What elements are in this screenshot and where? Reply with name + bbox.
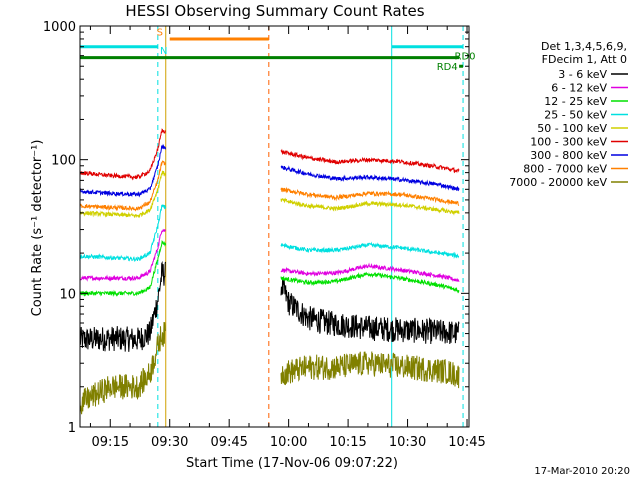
x-tick-label: 10:15 — [329, 435, 366, 450]
x-tick-label: 09:15 — [92, 435, 129, 450]
legend-entry-label: 3 - 6 keV — [558, 68, 607, 81]
legend-entry-label: 100 - 300 keV — [530, 136, 607, 149]
legend-entry-label: 50 - 100 keV — [537, 122, 607, 135]
flag-label: S — [157, 27, 163, 38]
series-line — [79, 239, 167, 297]
legend-header-2: FDecim 1, Att 0 — [542, 53, 627, 66]
legend-entry-label: 800 - 7000 keV — [523, 163, 607, 176]
legend-header-1: Det 1,3,4,5,6,9, — [541, 40, 627, 53]
series-line — [79, 260, 167, 352]
series-line — [79, 170, 167, 219]
y-tick-label: 1000 — [43, 20, 76, 35]
legend-entry-label: 7000 - 20000 keV — [509, 176, 607, 189]
x-tick-label: 10:45 — [448, 435, 485, 450]
x-tick-label: 10:00 — [270, 435, 307, 450]
plot-frame — [79, 25, 470, 428]
legend-entry-label: 300 - 800 keV — [530, 149, 607, 162]
series-line — [280, 351, 460, 389]
x-tick-label: 09:45 — [210, 435, 247, 450]
series-line — [280, 262, 460, 283]
y-tick-label: 100 — [51, 154, 76, 169]
y-tick-label: 1 — [68, 421, 76, 436]
series-line — [79, 204, 167, 262]
x-axis-label: Start Time (17-Nov-06 09:07:22) — [186, 456, 398, 471]
axes: 1 10 100 1000 09:15 09:30 09:45 10:00 10:15 10:30… — [43, 20, 486, 450]
date-stamp: 17-Mar-2010 20:20 — [534, 466, 630, 477]
legend-entry-label: 25 - 50 keV — [544, 109, 607, 122]
flag-label: RD4 — [437, 62, 458, 73]
chart-title: HESSI Observing Summary Count Rates — [125, 2, 424, 20]
series-line — [79, 143, 167, 198]
series-line — [280, 277, 460, 345]
y-axis-label: Count Rate (s⁻¹ detector⁻¹) — [30, 140, 45, 317]
series-line — [79, 160, 167, 212]
series-line — [280, 241, 460, 260]
legend: Det 1,3,4,5,6,9, FDecim 1, Att 0 3 - 6 k… — [509, 40, 628, 189]
flag-label: N — [160, 46, 167, 57]
series-line — [280, 165, 460, 192]
series-line — [280, 186, 460, 206]
series-line — [79, 321, 167, 415]
y-tick-label: 10 — [59, 287, 76, 302]
series-line — [280, 148, 460, 174]
series-line — [280, 197, 460, 216]
x-tick-label: 10:30 — [389, 435, 426, 450]
series-line — [280, 271, 460, 294]
series-line — [79, 128, 167, 181]
legend-entry-label: 6 - 12 keV — [551, 82, 607, 95]
legend-entry-label: 12 - 25 keV — [544, 95, 607, 108]
flag-label: RD0 — [455, 52, 476, 63]
x-tick-label: 09:30 — [151, 435, 188, 450]
series-line — [79, 228, 166, 282]
